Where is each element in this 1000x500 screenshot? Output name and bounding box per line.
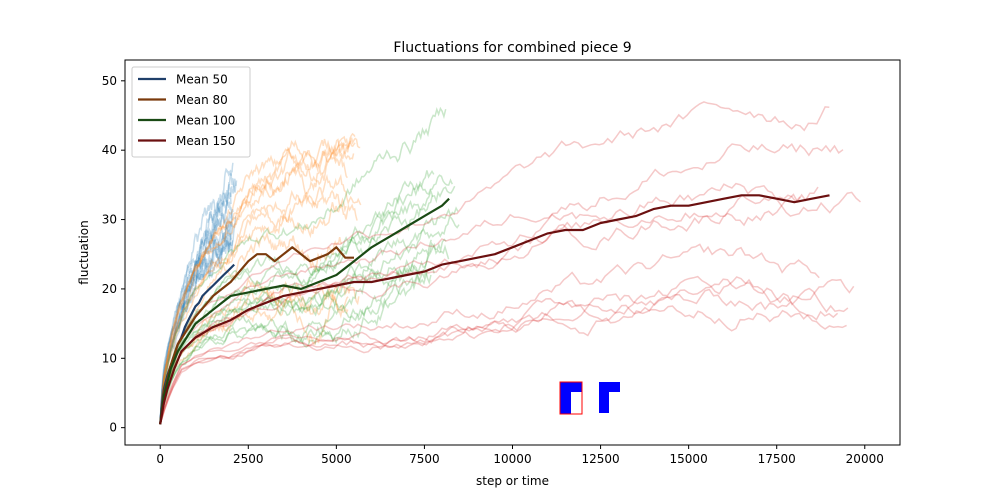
legend-label: Mean 150 — [176, 134, 235, 148]
x-tick-label: 5000 — [321, 452, 352, 466]
run-line-3-9 — [159, 169, 435, 425]
x-ticks: 0 2500 5000 7500 10000 12500 15000 17500 20000 — [156, 445, 884, 466]
run-line-2-10 — [159, 154, 348, 425]
x-tick-label: 0 — [156, 452, 164, 466]
run-line-1-6 — [159, 224, 232, 425]
y-tick-label: 50 — [102, 74, 117, 88]
run-line-3-8 — [159, 266, 435, 425]
y-tick-label: 40 — [102, 143, 117, 157]
run-line-2-5 — [159, 137, 361, 425]
run-line-4-10 — [159, 278, 849, 425]
run-line-2-2 — [159, 132, 356, 425]
run-line-1-8 — [159, 212, 231, 425]
run-line-1-3 — [159, 192, 232, 425]
x-tick-label: 17500 — [758, 452, 796, 466]
run-line-2-7 — [159, 231, 343, 425]
legend-label: Mean 80 — [176, 93, 228, 107]
legend-box — [131, 66, 251, 158]
run-line-4-5 — [159, 275, 855, 425]
run-line-2-1 — [159, 135, 356, 425]
x-tick-label: 20000 — [846, 452, 884, 466]
legend-label: Mean 100 — [176, 114, 235, 128]
run-line-1-9 — [159, 162, 234, 425]
run-line-3-5 — [159, 206, 459, 425]
y-tick-label: 0 — [109, 421, 117, 435]
run-line-1-4 — [159, 208, 234, 425]
run-line-2-4 — [159, 173, 362, 425]
run-line-3-6 — [159, 242, 450, 425]
run-line-2-8 — [159, 138, 355, 425]
run-line-1-10 — [159, 178, 237, 425]
run-line-4-2 — [159, 243, 820, 425]
glyph-right-shape — [599, 382, 620, 413]
mean-line-3 — [159, 197, 450, 425]
x-tick-label: 15000 — [670, 452, 708, 466]
run-line-3-10 — [159, 238, 447, 425]
y-ticks: 0 10 20 30 40 50 — [102, 74, 125, 435]
mean-lines — [159, 194, 830, 425]
run-line-1-1 — [159, 200, 234, 425]
run-line-1-2 — [159, 216, 237, 425]
run-line-4-9 — [159, 182, 801, 425]
glyph-left-notch — [571, 392, 582, 414]
piece-glyph-left — [559, 381, 583, 415]
run-line-1-11 — [159, 221, 233, 425]
individual-runs — [159, 101, 861, 425]
run-line-3-7 — [159, 106, 447, 425]
y-tick-label: 30 — [102, 213, 117, 227]
run-line-4-3 — [159, 143, 844, 425]
run-line-2-3 — [159, 288, 349, 425]
run-line-2-11 — [159, 202, 358, 425]
run-line-2-12 — [159, 293, 349, 425]
run-line-4-4 — [159, 288, 847, 425]
run-line-4-7 — [159, 101, 830, 425]
run-line-1-12 — [159, 236, 234, 425]
mean-line-2 — [159, 246, 354, 425]
run-line-3-1 — [159, 268, 432, 425]
legend: Mean 50 Mean 80 Mean 100 Mean 150 — [131, 66, 251, 158]
piece-glyphs — [559, 381, 620, 415]
run-line-3-11 — [159, 239, 432, 425]
glyph-left-outline — [559, 381, 583, 415]
run-line-3-3 — [159, 215, 460, 425]
y-tick-label: 20 — [102, 282, 117, 296]
x-tick-label: 10000 — [493, 452, 531, 466]
mean-line-4 — [159, 194, 830, 425]
run-line-1-7 — [159, 173, 238, 425]
x-axis-label: step or time — [476, 474, 549, 488]
run-line-1-5 — [159, 223, 234, 425]
y-tick-label: 10 — [102, 351, 117, 365]
piece-glyph-right — [599, 382, 620, 413]
y-axis-label: fluctuation — [77, 220, 91, 284]
run-line-2-6 — [159, 189, 347, 425]
run-line-2-9 — [159, 277, 360, 425]
x-tick-label: 7500 — [409, 452, 440, 466]
chart-title: Fluctuations for combined piece 9 — [393, 40, 631, 56]
run-line-4-8 — [159, 304, 839, 425]
x-tick-label: 12500 — [581, 452, 619, 466]
run-line-4-1 — [159, 186, 819, 425]
legend-label: Mean 50 — [176, 73, 228, 87]
x-tick-label: 2500 — [233, 452, 264, 466]
